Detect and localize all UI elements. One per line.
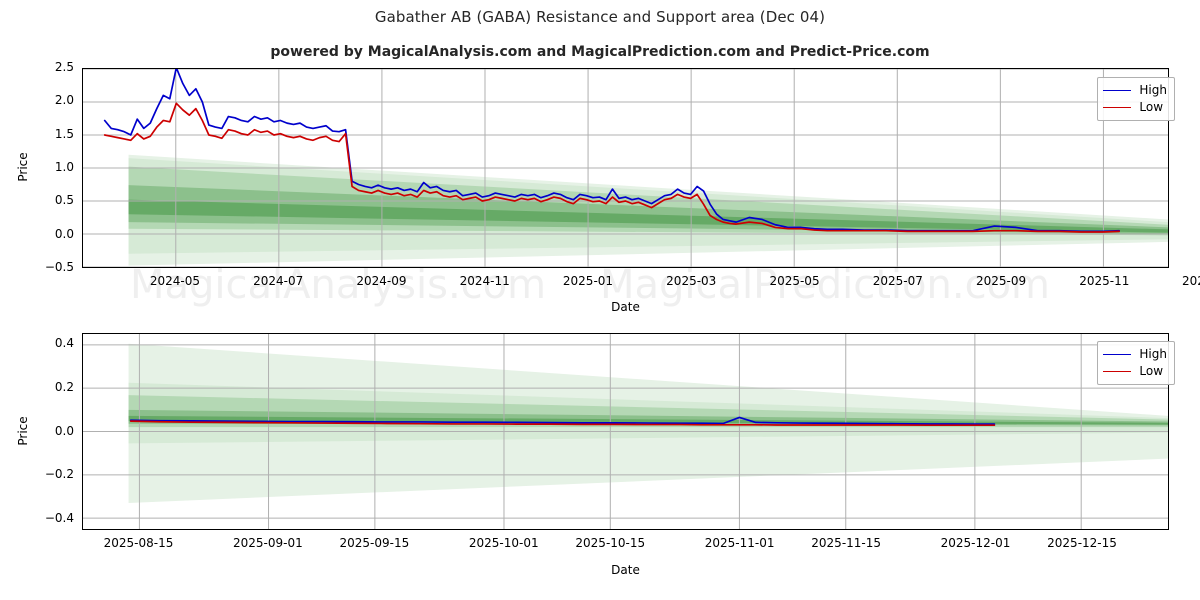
y-tick-label: 0.4 — [54, 335, 74, 350]
band-inner — [128, 415, 1168, 425]
x-tick-label: 2025-10-15 — [575, 536, 646, 550]
series-line-high — [103, 69, 1121, 233]
y-tick-label: 2.5 — [54, 60, 74, 74]
x-tick-label: 2025-08-15 — [103, 536, 174, 550]
legend-label-high: High — [1139, 347, 1167, 361]
legend-entry-low: Low — [1103, 99, 1167, 116]
x-tick-label: 2025-10-01 — [468, 536, 539, 550]
y-tick-label: 0.5 — [54, 193, 74, 208]
series-line-high — [129, 416, 996, 425]
x-axis-label-bottom: Date — [611, 563, 640, 577]
x-axis-label-top: Date — [611, 300, 640, 314]
y-tick-label: 2.0 — [54, 93, 74, 108]
legend-label-low: Low — [1139, 100, 1164, 114]
legend-line-high-icon — [1103, 90, 1132, 91]
y-tick-label: −0.2 — [44, 467, 74, 482]
x-tick-label: 2025-12-01 — [940, 536, 1011, 550]
chart-panel-bottom — [82, 333, 1169, 530]
y-tick-label: 0.0 — [54, 226, 74, 241]
page-subtitle: powered by MagicalAnalysis.com and Magic… — [270, 44, 930, 60]
page-title: Gabather AB (GABA) Resistance and Suppor… — [374, 8, 826, 26]
x-tick-label: 2025-11 — [1079, 274, 1130, 288]
y-tick-label: −0.4 — [44, 511, 74, 526]
x-tick-label: 2024-07 — [253, 274, 304, 288]
legend-label-high: High — [1139, 83, 1167, 97]
x-tick-label: 2025-05 — [769, 274, 820, 288]
x-tick-label: 2025-09-01 — [233, 536, 303, 550]
legend-entry-high: High — [1103, 82, 1167, 99]
legend-entry-high: High — [1103, 346, 1167, 363]
x-tick-label: 2025-11-15 — [811, 536, 882, 550]
x-tick-label: 2025-03 — [666, 274, 717, 288]
y-tick-label: 0.2 — [54, 379, 74, 394]
legend-entry-low: Low — [1103, 363, 1167, 380]
legend-bottom[interactable]: High Low — [1097, 341, 1175, 385]
legend-line-low-icon — [1103, 107, 1132, 108]
y-tick-label: 1.0 — [54, 160, 74, 174]
band-band2 — [128, 185, 1168, 234]
y-tick-label: −0.5 — [44, 260, 74, 274]
legend-line-low-icon — [1103, 371, 1132, 372]
x-tick-label: 2025-09 — [975, 274, 1027, 288]
series-line-low — [103, 102, 1121, 233]
x-tick-label: 2024-05 — [149, 274, 200, 288]
chart-panel-top — [82, 68, 1169, 268]
x-tick-label: 2025-09-15 — [339, 536, 410, 550]
chart-plot-bottom — [83, 334, 1168, 529]
chart-plot-top — [83, 69, 1168, 267]
legend-label-low: Low — [1139, 364, 1164, 378]
series-line-low — [129, 420, 996, 427]
band-inner — [128, 199, 1168, 233]
y-tick-label: 1.5 — [54, 126, 74, 141]
x-tick-label: 2025-11-01 — [704, 536, 775, 550]
x-tick-label: 2024-11 — [459, 274, 510, 288]
x-tick-label: 2026-01 — [1181, 274, 1200, 288]
legend-line-high-icon — [1103, 354, 1132, 355]
legend-top[interactable]: High Low — [1097, 77, 1175, 121]
x-tick-label: 2024-09 — [356, 274, 407, 288]
y-tick-label: 0.0 — [54, 423, 74, 438]
x-tick-label: 2025-01 — [562, 274, 614, 288]
x-tick-label: 2025-07 — [872, 274, 923, 288]
x-tick-label: 2025-12-15 — [1047, 536, 1117, 550]
